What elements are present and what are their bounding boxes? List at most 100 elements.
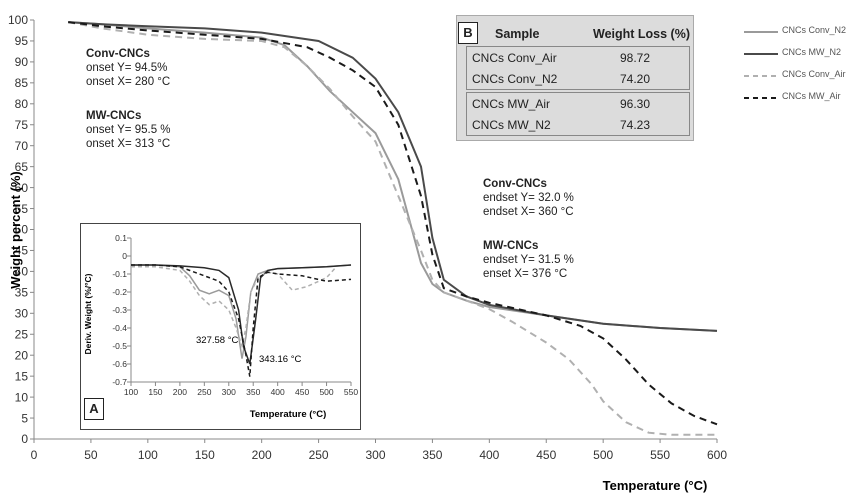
x-tick-label: 200	[252, 448, 272, 462]
x-tick-label: 400	[271, 387, 285, 397]
x-tick-label: 150	[148, 387, 162, 397]
series-line-cncs-conv-air	[68, 21, 717, 436]
inset-axes: 100 150 200 250 300 350 400 450 500 550 0.1 0 -0.1 -0…	[112, 233, 358, 397]
legend-label: CNCs Conv_N2	[782, 25, 847, 35]
table-cell-value: 98.72	[620, 51, 651, 65]
y-tick-label: 0	[122, 251, 127, 261]
mw-onset-note: MW-CNCs onset Y= 95.5 % onset X= 313 °C	[86, 109, 171, 151]
series-line-cncs-conv-air	[131, 266, 337, 349]
y-tick-label: 75	[15, 118, 29, 132]
table-header-weight-loss: Weight Loss (%)	[593, 27, 690, 41]
conv-endset-title: Conv-CNCs	[483, 178, 547, 190]
inset-annotation-conv: 327.58 °C	[196, 335, 238, 346]
table-cell-sample: CNCs MW_N2	[472, 118, 551, 132]
series-line-cncs-mw-air	[131, 264, 352, 377]
conv-onset-note: Conv-CNCs onset Y= 94.5% onset X= 280 °C	[86, 47, 170, 89]
y-axis-label: Weight percent (%)	[8, 171, 23, 289]
conv-onset-x: onset X= 280 °C	[86, 76, 171, 88]
mw-endset-x: enset X= 376 °C	[483, 268, 568, 280]
x-tick-label: 550	[344, 387, 358, 397]
mw-onset-title: MW-CNCs	[86, 110, 142, 122]
x-tick-label: 100	[124, 387, 138, 397]
mw-endset-y: endset Y= 31.5 %	[483, 254, 574, 266]
legend-label: CNCs MW_N2	[782, 47, 842, 57]
x-tick-label: 0	[31, 448, 38, 462]
table-cell-value: 74.23	[620, 118, 651, 132]
inset-y-axis-label: Deriv. Weight (%/°C)	[83, 273, 93, 354]
conv-onset-title: Conv-CNCs	[86, 48, 150, 60]
mw-endset-title: MW-CNCs	[483, 240, 539, 252]
y-tick-label: -0.3	[112, 305, 127, 315]
y-tick-label: 55	[15, 202, 29, 216]
y-tick-label: -0.7	[112, 377, 127, 387]
x-tick-label: 450	[295, 387, 309, 397]
y-tick-label: 90	[15, 55, 29, 69]
x-tick-label: 300	[222, 387, 236, 397]
y-tick-label: 60	[15, 181, 29, 195]
y-tick-label: 10	[15, 390, 29, 404]
y-tick-label: 0	[21, 432, 28, 446]
table-cell-sample: CNCs MW_Air	[472, 97, 550, 111]
x-axis-label: Temperature (°C)	[603, 478, 708, 493]
y-tick-label: 85	[15, 76, 29, 90]
table-group-conv	[466, 46, 690, 90]
x-tick-label: 500	[319, 387, 333, 397]
x-tick-label: 250	[197, 387, 211, 397]
x-tick-label: 400	[479, 448, 499, 462]
x-tick-label: 350	[422, 448, 442, 462]
y-tick-label: 65	[15, 160, 29, 174]
y-tick-label: 25	[15, 327, 29, 341]
y-tick-label: 0.1	[115, 233, 127, 243]
y-tick-label: -0.6	[112, 359, 127, 369]
x-tick-label: 500	[593, 448, 613, 462]
table-cell-value: 74.20	[620, 72, 651, 86]
y-tick-label: 30	[15, 307, 29, 321]
mw-endset-note: MW-CNCs endset Y= 31.5 % enset X= 376 °C	[483, 239, 574, 281]
legend-label: CNCs Conv_Air	[782, 69, 846, 79]
y-tick-label: -0.5	[112, 341, 127, 351]
x-tick-label: 250	[309, 448, 329, 462]
y-tick-label: 70	[15, 139, 29, 153]
y-tick-label: 45	[15, 244, 29, 258]
y-tick-label: 80	[15, 97, 29, 111]
y-tick-label: 5	[21, 411, 28, 425]
x-tick-label: 600	[707, 448, 727, 462]
x-tick-label: 300	[365, 448, 385, 462]
y-tick-label: 15	[15, 369, 29, 383]
mw-onset-y: onset Y= 95.5 %	[86, 124, 171, 136]
inset-panel: 100 150 200 250 300 350 400 450 500 550 0.1 0 -0.1 -0…	[80, 223, 361, 430]
y-tick-label: 35	[15, 286, 29, 300]
x-tick-label: 450	[536, 448, 556, 462]
y-tick-label: -0.4	[112, 323, 127, 333]
y-tick-label: 40	[15, 265, 29, 279]
x-tick-label: 150	[195, 448, 215, 462]
y-tick-label: -0.2	[112, 287, 127, 297]
x-tick-label: 50	[84, 448, 98, 462]
conv-endset-note: Conv-CNCs endset Y= 32.0 % endset X= 360…	[483, 177, 574, 219]
x-tick-label: 100	[138, 448, 158, 462]
mw-onset-x: onset X= 313 °C	[86, 138, 171, 150]
y-tick-label: 100	[8, 13, 28, 27]
conv-onset-y: onset Y= 94.5%	[86, 62, 168, 74]
main-series	[68, 21, 718, 436]
table-cell-value: 96.30	[620, 97, 651, 111]
inset-x-axis-label: Temperature (°C)	[250, 409, 326, 420]
inset-annotation-mw: 343.16 °C	[259, 354, 301, 365]
main-axes: 0 50 100 150 200 250 300 350 400 450 500 550 6000510…	[8, 13, 727, 462]
table-group-mw	[466, 92, 690, 136]
series-line-cncs-mw-n2	[68, 21, 718, 332]
y-tick-label: 95	[15, 34, 29, 48]
inset-chart: 100 150 200 250 300 350 400 450 500 550 0.1 0 -0.1 -0…	[83, 233, 358, 420]
x-tick-label: 200	[173, 387, 187, 397]
table-panel-label: B	[458, 22, 478, 44]
legend-label: CNCs MW_Air	[782, 91, 841, 101]
inset-series	[131, 264, 352, 377]
inset-panel-label: A	[84, 398, 104, 420]
table-cell-sample: CNCs Conv_N2	[472, 72, 558, 86]
x-tick-label: 350	[246, 387, 260, 397]
y-tick-label: -0.1	[112, 269, 127, 279]
table-cell-sample: CNCs Conv_Air	[472, 51, 557, 65]
conv-endset-x: endset X= 360 °C	[483, 206, 574, 218]
y-tick-label: 20	[15, 348, 29, 362]
